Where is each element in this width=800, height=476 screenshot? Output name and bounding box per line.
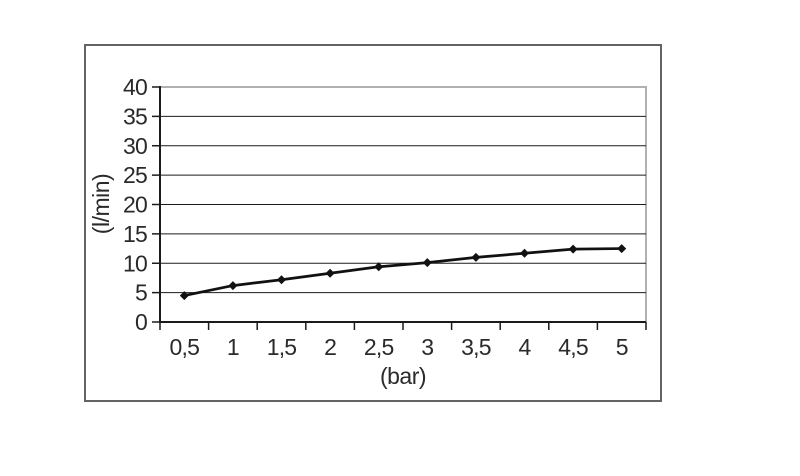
- x-tick-label: 0,5: [170, 334, 200, 360]
- y-tick-label: 5: [135, 280, 147, 306]
- y-tick-label: 35: [123, 103, 147, 129]
- plot-border: [160, 86, 647, 322]
- data-point-marker: [179, 291, 189, 301]
- data-point-marker: [374, 262, 384, 272]
- data-point-marker: [471, 252, 481, 262]
- chart-frame: [84, 44, 662, 402]
- x-tick-label: 4: [519, 334, 532, 360]
- y-tick-label: 15: [123, 221, 147, 247]
- x-tick-label: 2,5: [364, 334, 394, 360]
- data-point-marker: [617, 244, 627, 254]
- x-tick-label: 5: [616, 334, 628, 360]
- y-tick-label: 10: [123, 250, 147, 276]
- y-tick-label: 40: [123, 74, 147, 100]
- data-point-marker: [228, 281, 238, 291]
- x-tick-label: 3: [421, 334, 433, 360]
- x-tick-label: 1,5: [267, 334, 297, 360]
- data-point-marker: [325, 268, 335, 278]
- y-tick-label: 25: [123, 162, 147, 188]
- y-tick-label: 0: [135, 309, 147, 335]
- y-axis-title: (l/min): [88, 173, 114, 235]
- y-tick-label: 20: [123, 192, 147, 218]
- x-tick-label: 2: [324, 334, 336, 360]
- data-point-marker: [520, 248, 529, 258]
- x-tick-label: 4,5: [558, 334, 588, 360]
- series-line: [182, 247, 624, 297]
- data-point-marker: [422, 258, 432, 268]
- data-point-marker: [277, 275, 286, 285]
- x-tick-label: 1: [227, 334, 239, 360]
- x-axis-title: (bar): [379, 363, 427, 389]
- x-tick-label: 3,5: [461, 334, 491, 360]
- data-point-marker: [568, 244, 578, 254]
- y-tick-label: 30: [123, 133, 147, 159]
